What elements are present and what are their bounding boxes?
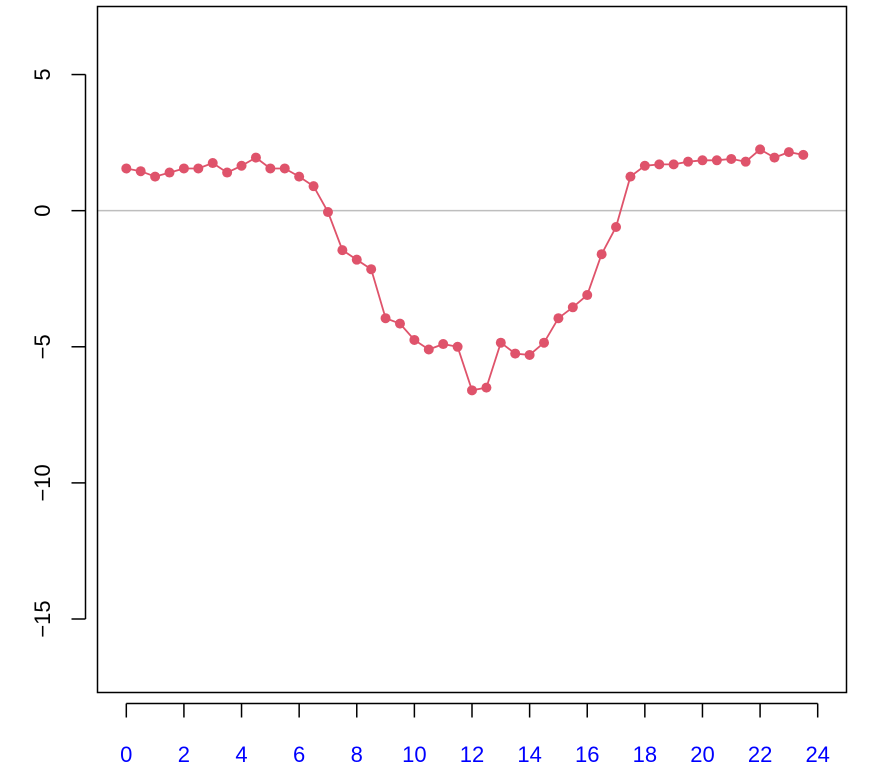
- data-point: [582, 290, 593, 301]
- data-point: [394, 318, 405, 329]
- data-point: [380, 313, 391, 324]
- x-tick-label: 2: [178, 742, 190, 767]
- x-axis: 0 2 4 6 8 10 12 14 16 18 20 22 24: [120, 702, 830, 767]
- data-point: [164, 167, 175, 178]
- data-point: [452, 341, 463, 352]
- data-point: [481, 382, 492, 393]
- data-point: [193, 163, 204, 174]
- y-tick-label: 0: [30, 205, 55, 217]
- x-tick-label: 16: [575, 742, 599, 767]
- data-point: [654, 159, 665, 170]
- data-point: [467, 385, 477, 396]
- data-point: [697, 155, 708, 166]
- data-point: [222, 167, 233, 178]
- data-point: [567, 302, 578, 313]
- y-tick-label: −10: [30, 464, 55, 501]
- data-point: [207, 158, 218, 169]
- x-tick-label: 0: [120, 742, 132, 767]
- y-tick-label: −5: [30, 334, 55, 359]
- data-point: [625, 171, 636, 182]
- data-point: [755, 144, 766, 155]
- data-point: [495, 337, 506, 348]
- series-layer: [121, 144, 809, 396]
- data-point: [308, 181, 319, 192]
- data-point: [279, 163, 290, 174]
- y-tick-label: 5: [30, 68, 55, 80]
- y-tick-label: −15: [30, 600, 55, 637]
- x-tick-label: 22: [748, 742, 772, 767]
- series-line: [126, 148, 804, 392]
- data-point: [409, 334, 420, 345]
- data-point: [769, 152, 780, 163]
- data-point: [294, 171, 305, 182]
- data-point: [596, 249, 607, 260]
- x-tick-label: 24: [805, 742, 829, 767]
- x-tick-label: 4: [235, 742, 247, 767]
- data-point: [322, 207, 333, 218]
- x-tick-label: 10: [402, 742, 426, 767]
- data-point: [510, 348, 521, 359]
- data-point: [740, 156, 751, 167]
- x-tick-label: 20: [690, 742, 714, 767]
- plot-frame: [96, 5, 848, 694]
- data-point: [668, 159, 679, 170]
- y-axis: 5 0 −5 −10 −15: [30, 68, 87, 638]
- x-tick-label: 8: [351, 742, 363, 767]
- data-point: [611, 222, 622, 232]
- data-point: [366, 264, 377, 275]
- data-point: [265, 163, 276, 174]
- x-tick-label: 14: [517, 742, 541, 767]
- data-point: [438, 339, 449, 350]
- x-tick-label: 6: [293, 742, 305, 767]
- data-point: [178, 163, 189, 174]
- x-tick-label: 18: [633, 742, 657, 767]
- data-point: [783, 147, 794, 158]
- data-point: [423, 344, 434, 355]
- data-point: [135, 166, 146, 177]
- data-point: [683, 156, 694, 167]
- data-point: [236, 160, 247, 171]
- data-point: [639, 160, 650, 171]
- data-point: [250, 152, 261, 163]
- data-point: [337, 245, 348, 256]
- data-point: [798, 149, 809, 160]
- data-point: [351, 254, 362, 265]
- data-point: [711, 155, 722, 166]
- data-point: [524, 349, 535, 360]
- data-point: [121, 163, 132, 174]
- data-point: [539, 337, 550, 348]
- data-point: [726, 153, 737, 164]
- data-point: [150, 171, 161, 182]
- x-tick-label: 12: [460, 742, 484, 767]
- data-point: [553, 313, 564, 324]
